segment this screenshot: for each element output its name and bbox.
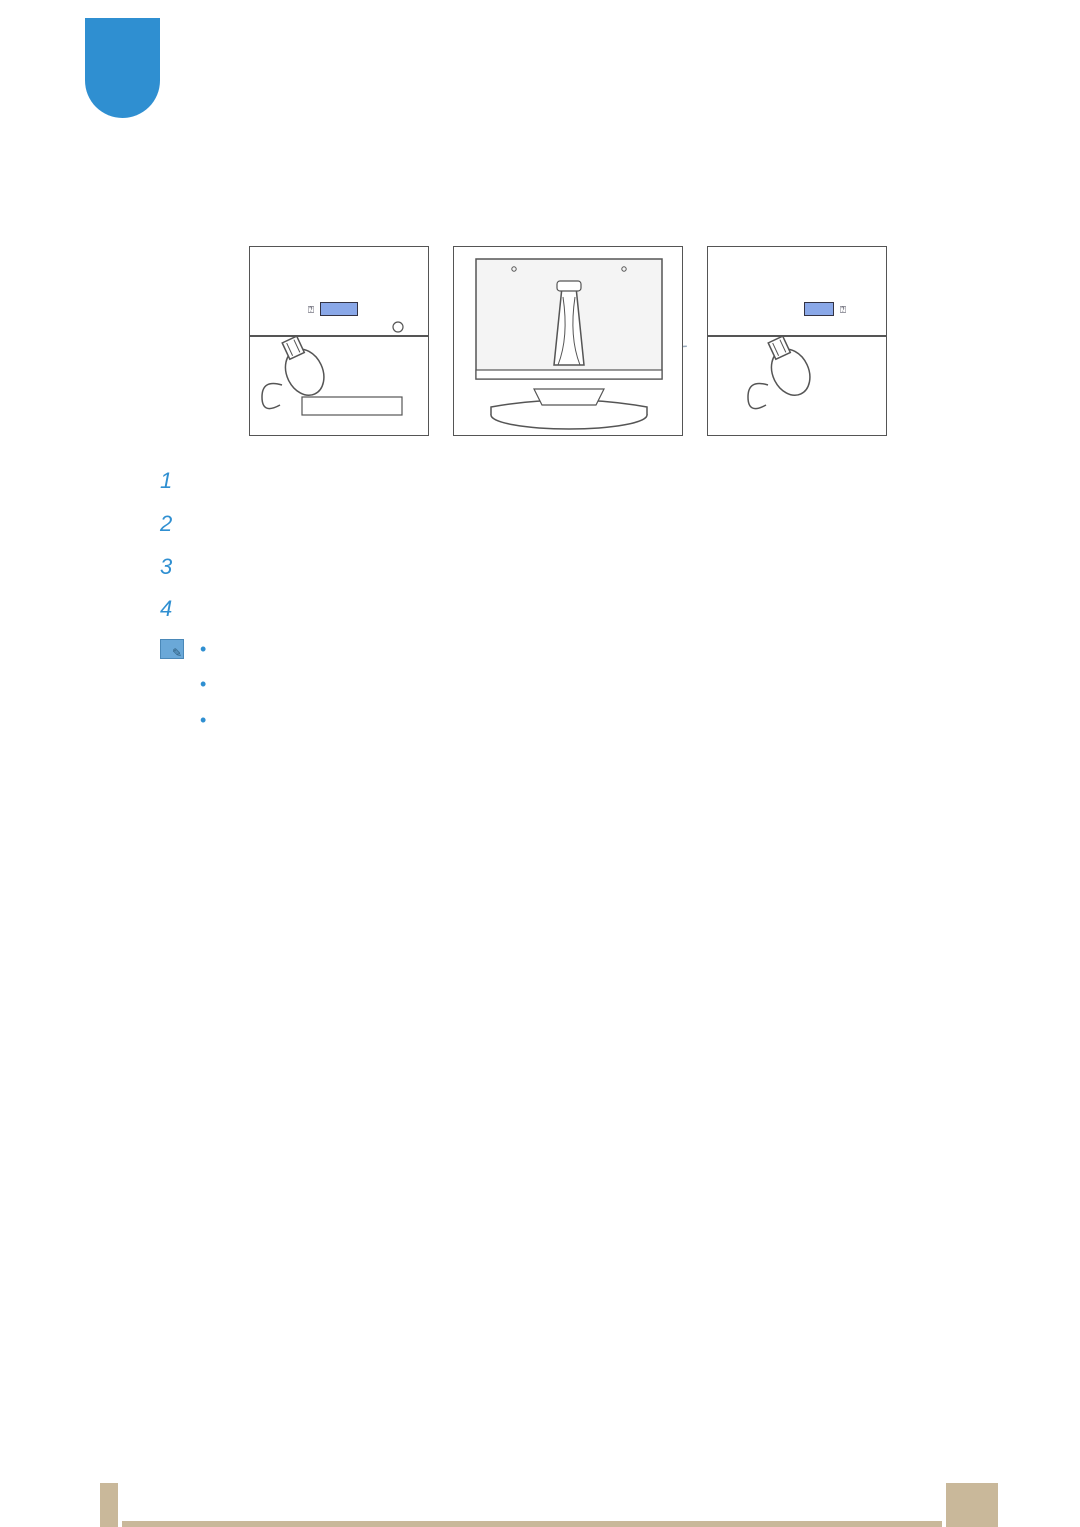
step-item: 3 (160, 552, 975, 583)
monitor-rear-drawing (454, 247, 684, 437)
step-item: 2 (160, 509, 975, 540)
footer-accent-bar (100, 1483, 118, 1527)
note-block: • • • (160, 637, 975, 743)
step-number: 3 (160, 552, 194, 583)
bullet-icon: • (200, 708, 206, 733)
bullet-icon: • (200, 637, 206, 662)
content-area: ⍰ (160, 190, 975, 743)
section-heading (160, 190, 975, 216)
page-footer (0, 1483, 1080, 1527)
step-item: 4 (160, 594, 975, 625)
footer-rule (122, 1521, 942, 1527)
note-list: • • • (200, 637, 975, 743)
svg-text:⍰: ⍰ (308, 305, 314, 316)
figure-panel-center (453, 246, 683, 436)
note-icon (160, 639, 184, 659)
chapter-badge (85, 18, 160, 118)
manual-page: ⍰ (0, 0, 1080, 1527)
step-item: 1 (160, 466, 975, 497)
svg-text:⍰: ⍰ (840, 305, 846, 316)
step-number: 4 (160, 594, 194, 625)
lock-drawing-left: ⍰ (250, 247, 430, 437)
bullet-icon: • (200, 672, 206, 697)
lock-drawing-right: ⍰ (708, 247, 888, 437)
step-number: 2 (160, 509, 194, 540)
note-item: • (200, 637, 975, 662)
step-list: 1 2 3 4 (160, 466, 975, 625)
note-item: • (200, 672, 975, 697)
note-item: • (200, 708, 975, 733)
footer-page-box (946, 1483, 998, 1527)
figure-panel-right: ⍰ (707, 246, 887, 436)
step-number: 1 (160, 466, 194, 497)
figure-row: ⍰ (160, 246, 975, 436)
figure-panel-left: ⍰ (249, 246, 429, 436)
